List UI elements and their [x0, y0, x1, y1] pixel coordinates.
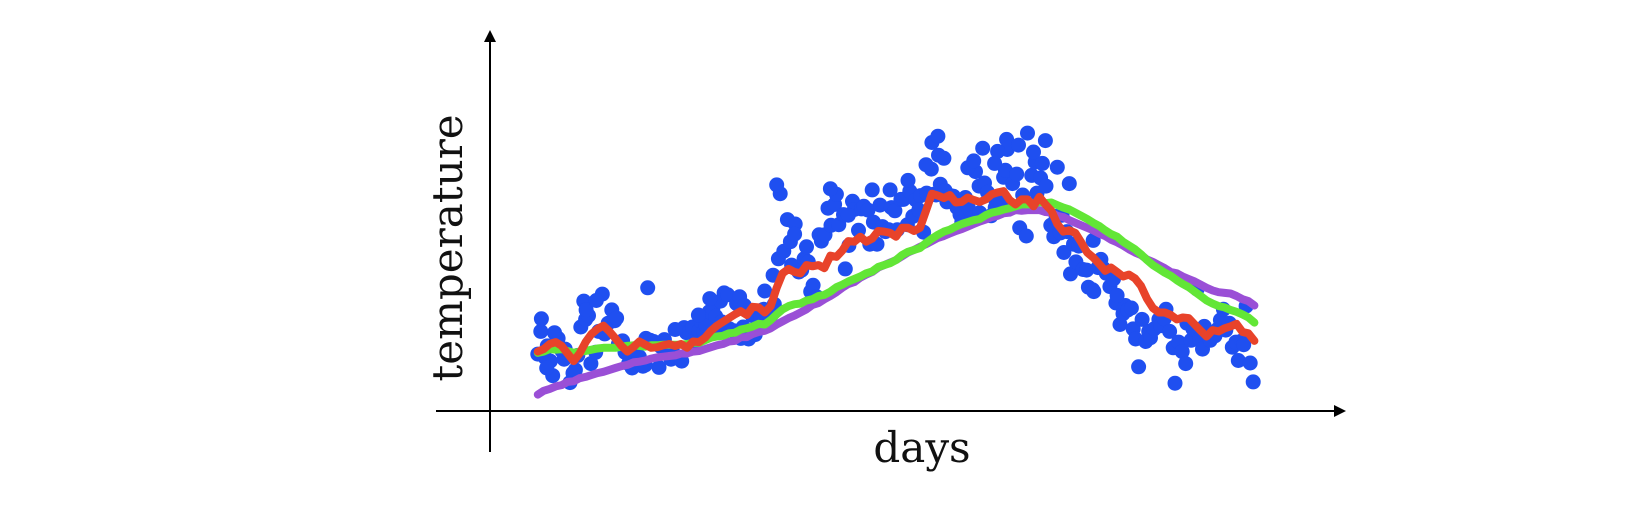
data-point [840, 207, 856, 223]
data-point [578, 302, 594, 318]
data-point [787, 226, 803, 242]
data-point [872, 197, 888, 213]
data-point [1026, 144, 1041, 160]
data-point [1174, 344, 1190, 360]
data-point [1123, 300, 1139, 316]
data-point [690, 307, 706, 323]
data-point [975, 140, 991, 156]
red-trend-line [533, 187, 1259, 366]
data-point [1037, 133, 1053, 149]
data-point [1236, 337, 1252, 353]
data-point [864, 182, 880, 198]
data-point [667, 322, 683, 337]
data-point [799, 239, 814, 255]
data-point [1079, 262, 1095, 278]
y-axis-label: temperature [423, 114, 472, 381]
data-point [1086, 284, 1102, 300]
data-point [651, 359, 667, 375]
data-point [900, 172, 916, 188]
data-point [882, 182, 898, 198]
data-point [1245, 374, 1261, 390]
data-point [609, 310, 625, 326]
data-point [1162, 323, 1178, 339]
data-point [805, 277, 821, 293]
data-point [1109, 287, 1125, 303]
data-point [997, 162, 1013, 178]
data-point [1034, 155, 1050, 171]
data-point [1009, 166, 1025, 182]
data-point [757, 283, 773, 299]
data-point [1242, 355, 1258, 371]
data-point [702, 291, 718, 307]
data-point [990, 143, 1006, 159]
data-point [533, 311, 549, 327]
data-point [1063, 266, 1078, 282]
data-point [1020, 125, 1035, 141]
data-point [1134, 311, 1150, 327]
data-point [887, 203, 903, 219]
data-point [640, 280, 656, 296]
data-point [1230, 353, 1246, 368]
data-point [930, 128, 946, 144]
data-point [588, 293, 604, 308]
data-point [533, 323, 549, 339]
data-point [936, 150, 952, 166]
data-point [1018, 228, 1034, 244]
data-point [1049, 159, 1065, 175]
data-point [539, 360, 555, 376]
data-point [1038, 178, 1054, 194]
data-point [918, 157, 934, 173]
data-point [822, 181, 838, 197]
data-point [547, 325, 562, 341]
data-point [966, 153, 982, 169]
data-point [1131, 359, 1147, 375]
data-point [567, 362, 583, 378]
data-point [1061, 176, 1077, 192]
data-point [1011, 137, 1026, 153]
data-point [769, 177, 785, 193]
data-point [999, 131, 1015, 147]
data-point [987, 155, 1003, 171]
data-point [1167, 375, 1183, 391]
data-point [837, 261, 853, 277]
data-point [583, 356, 599, 372]
data-point [1178, 356, 1194, 372]
x-axis-label: days [873, 423, 970, 472]
trend-lines [533, 187, 1259, 399]
data-point [860, 202, 876, 218]
